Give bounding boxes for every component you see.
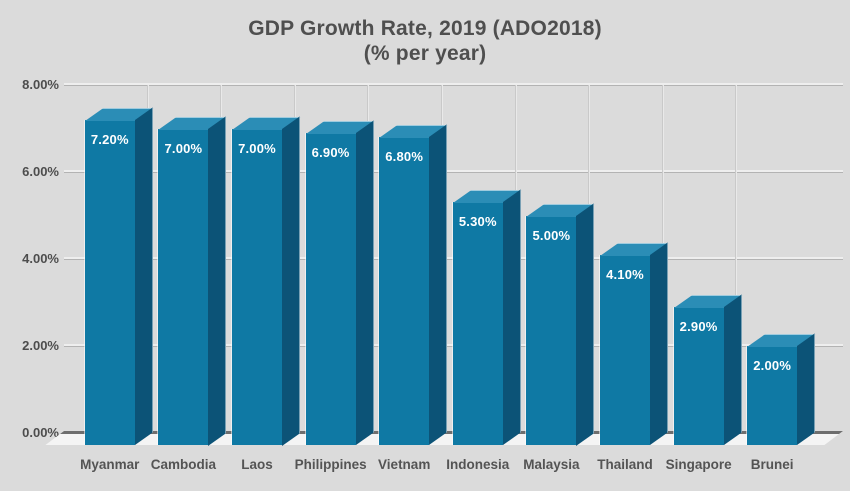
bar-side-face [355, 120, 374, 445]
x-axis-label-Thailand: Thailand [597, 457, 653, 472]
bar-Myanmar: 7.20% [84, 119, 135, 445]
x-axis-label-Philippines: Philippines [294, 457, 367, 472]
y-tick-label: 8.00% [22, 77, 59, 92]
bar-value-label: 6.90% [311, 144, 350, 160]
bar-side-face [576, 202, 595, 445]
bar-value-label: 4.10% [606, 266, 644, 282]
bar-Malaysia: 5.00% [526, 215, 577, 445]
bar-value-label: 7.20% [90, 131, 129, 147]
bar-side-face [650, 241, 668, 445]
bar-value-label: 7.00% [164, 140, 203, 156]
bar-Singapore: 2.90% [673, 306, 724, 445]
bar-side-face [429, 124, 448, 445]
bar-value-label: 2.00% [753, 358, 792, 373]
bar-side-face [134, 107, 153, 445]
category-separator [735, 85, 738, 433]
bar-side-face [502, 189, 521, 445]
x-axis-label-Indonesia: Indonesia [446, 457, 510, 472]
bar-Brunei: 2.00% [747, 346, 798, 445]
y-tick-label: 6.00% [22, 164, 59, 179]
x-axis-label-Laos: Laos [241, 457, 273, 472]
bar-Laos: 7.00% [232, 128, 282, 445]
bar-Cambodia: 7.00% [158, 128, 209, 445]
bar-value-label: 2.90% [679, 318, 718, 334]
chart-subtitle: (% per year) [363, 42, 487, 65]
bar-value-label: 7.00% [238, 140, 276, 156]
bar-side-face [797, 333, 816, 445]
x-axis-label-Cambodia: Cambodia [150, 457, 217, 472]
chart-title: GDP Growth Rate, 2019 (ADO2018) [248, 17, 602, 40]
y-tick-label: 4.00% [22, 251, 59, 266]
x-axis-label-Vietnam: Vietnam [378, 457, 431, 472]
x-axis-label-Malaysia: Malaysia [523, 457, 580, 472]
bar-value-label: 6.80% [385, 149, 424, 165]
x-axis-label-Singapore: Singapore [665, 457, 732, 472]
gridline-8.00% [64, 83, 843, 86]
y-tick-label: 0.00% [22, 425, 59, 440]
bar-Philippines: 6.90% [305, 132, 356, 445]
bar-Thailand: 4.10% [600, 254, 650, 445]
gridline-6.00% [64, 170, 843, 173]
bar-value-label: 5.00% [532, 227, 571, 243]
bar-side-face [723, 294, 742, 445]
x-axis-label-Brunei: Brunei [750, 457, 794, 472]
bar-side-face [282, 115, 300, 446]
bar-Indonesia: 5.30% [452, 202, 503, 445]
y-tick-label: 2.00% [22, 338, 59, 353]
bar-value-label: 5.30% [458, 214, 497, 230]
bar-side-face [208, 115, 227, 446]
bar-Vietnam: 6.80% [379, 137, 430, 445]
x-axis-label-Myanmar: Myanmar [80, 457, 140, 472]
